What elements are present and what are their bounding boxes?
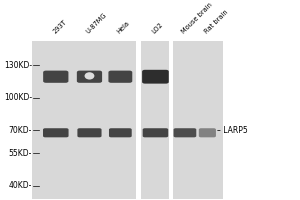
Text: Rat brain: Rat brain: [203, 9, 229, 34]
Bar: [169, 41, 173, 199]
Ellipse shape: [85, 72, 94, 80]
FancyBboxPatch shape: [199, 128, 216, 137]
Text: 293T: 293T: [52, 18, 68, 34]
Text: Mouse brain: Mouse brain: [181, 1, 214, 34]
FancyBboxPatch shape: [77, 71, 102, 83]
Text: 100KD-: 100KD-: [4, 93, 32, 102]
FancyBboxPatch shape: [43, 128, 69, 137]
FancyBboxPatch shape: [108, 71, 132, 83]
Text: LO2: LO2: [151, 21, 164, 34]
Text: U-87MG: U-87MG: [85, 11, 108, 34]
FancyBboxPatch shape: [142, 70, 169, 84]
Text: 130KD-: 130KD-: [4, 61, 32, 70]
FancyBboxPatch shape: [109, 128, 132, 137]
FancyBboxPatch shape: [143, 128, 168, 137]
FancyBboxPatch shape: [32, 41, 223, 199]
Text: 55KD-: 55KD-: [8, 149, 32, 158]
FancyBboxPatch shape: [77, 128, 101, 137]
FancyBboxPatch shape: [43, 71, 68, 83]
Text: – LARP5: – LARP5: [217, 126, 248, 135]
FancyBboxPatch shape: [173, 128, 196, 137]
Text: 40KD-: 40KD-: [8, 181, 32, 190]
Bar: [136, 41, 141, 199]
Text: 70KD-: 70KD-: [8, 126, 32, 135]
Text: Hela: Hela: [116, 20, 131, 34]
